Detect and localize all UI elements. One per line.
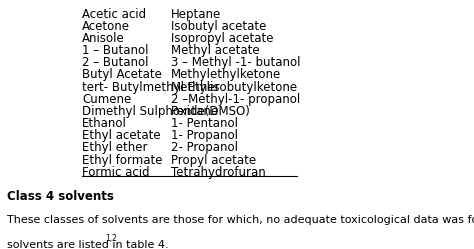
Text: Anisole: Anisole: [82, 32, 125, 45]
Text: Ethyl formate: Ethyl formate: [82, 154, 163, 167]
Text: solvents are listed in table 4.: solvents are listed in table 4.: [8, 240, 169, 249]
Text: Ethanol: Ethanol: [82, 117, 127, 130]
Text: Cumene: Cumene: [82, 93, 131, 106]
Text: 1- Propanol: 1- Propanol: [171, 129, 238, 142]
Text: Tetrahydrofuran: Tetrahydrofuran: [171, 166, 266, 179]
Text: Dimethyl Sulphoxide(DMSO): Dimethyl Sulphoxide(DMSO): [82, 105, 250, 118]
Text: Formic acid: Formic acid: [82, 166, 149, 179]
Text: 1,2: 1,2: [105, 234, 117, 243]
Text: 2 – Butanol: 2 – Butanol: [82, 56, 148, 69]
Text: Heptane: Heptane: [171, 7, 221, 21]
Text: Methylethylketone: Methylethylketone: [171, 68, 282, 81]
Text: 1 – Butanol: 1 – Butanol: [82, 44, 148, 57]
Text: Acetic acid: Acetic acid: [82, 7, 146, 21]
Text: 2- Propanol: 2- Propanol: [171, 141, 238, 154]
Text: tert- Butylmethyl Ether: tert- Butylmethyl Ether: [82, 81, 219, 94]
Text: 1- Pentanol: 1- Pentanol: [171, 117, 238, 130]
Text: Class 4 solvents: Class 4 solvents: [8, 190, 114, 203]
Text: 2 –Methyl-1- propanol: 2 –Methyl-1- propanol: [171, 93, 301, 106]
Text: Butyl Acetate: Butyl Acetate: [82, 68, 162, 81]
Text: Isobutyl acetate: Isobutyl acetate: [171, 20, 267, 33]
Text: Ethyl ether: Ethyl ether: [82, 141, 147, 154]
Text: Methyl acetate: Methyl acetate: [171, 44, 260, 57]
Text: Isopropyl acetate: Isopropyl acetate: [171, 32, 274, 45]
Text: Ethyl acetate: Ethyl acetate: [82, 129, 161, 142]
Text: These classes of solvents are those for which, no adequate toxicological data wa: These classes of solvents are those for …: [8, 215, 474, 225]
Text: Methylisobutylketone: Methylisobutylketone: [171, 81, 299, 94]
Text: Pentane: Pentane: [171, 105, 219, 118]
Text: 3 – Methyl -1- butanol: 3 – Methyl -1- butanol: [171, 56, 301, 69]
Text: Propyl acetate: Propyl acetate: [171, 154, 256, 167]
Text: Acetone: Acetone: [82, 20, 130, 33]
